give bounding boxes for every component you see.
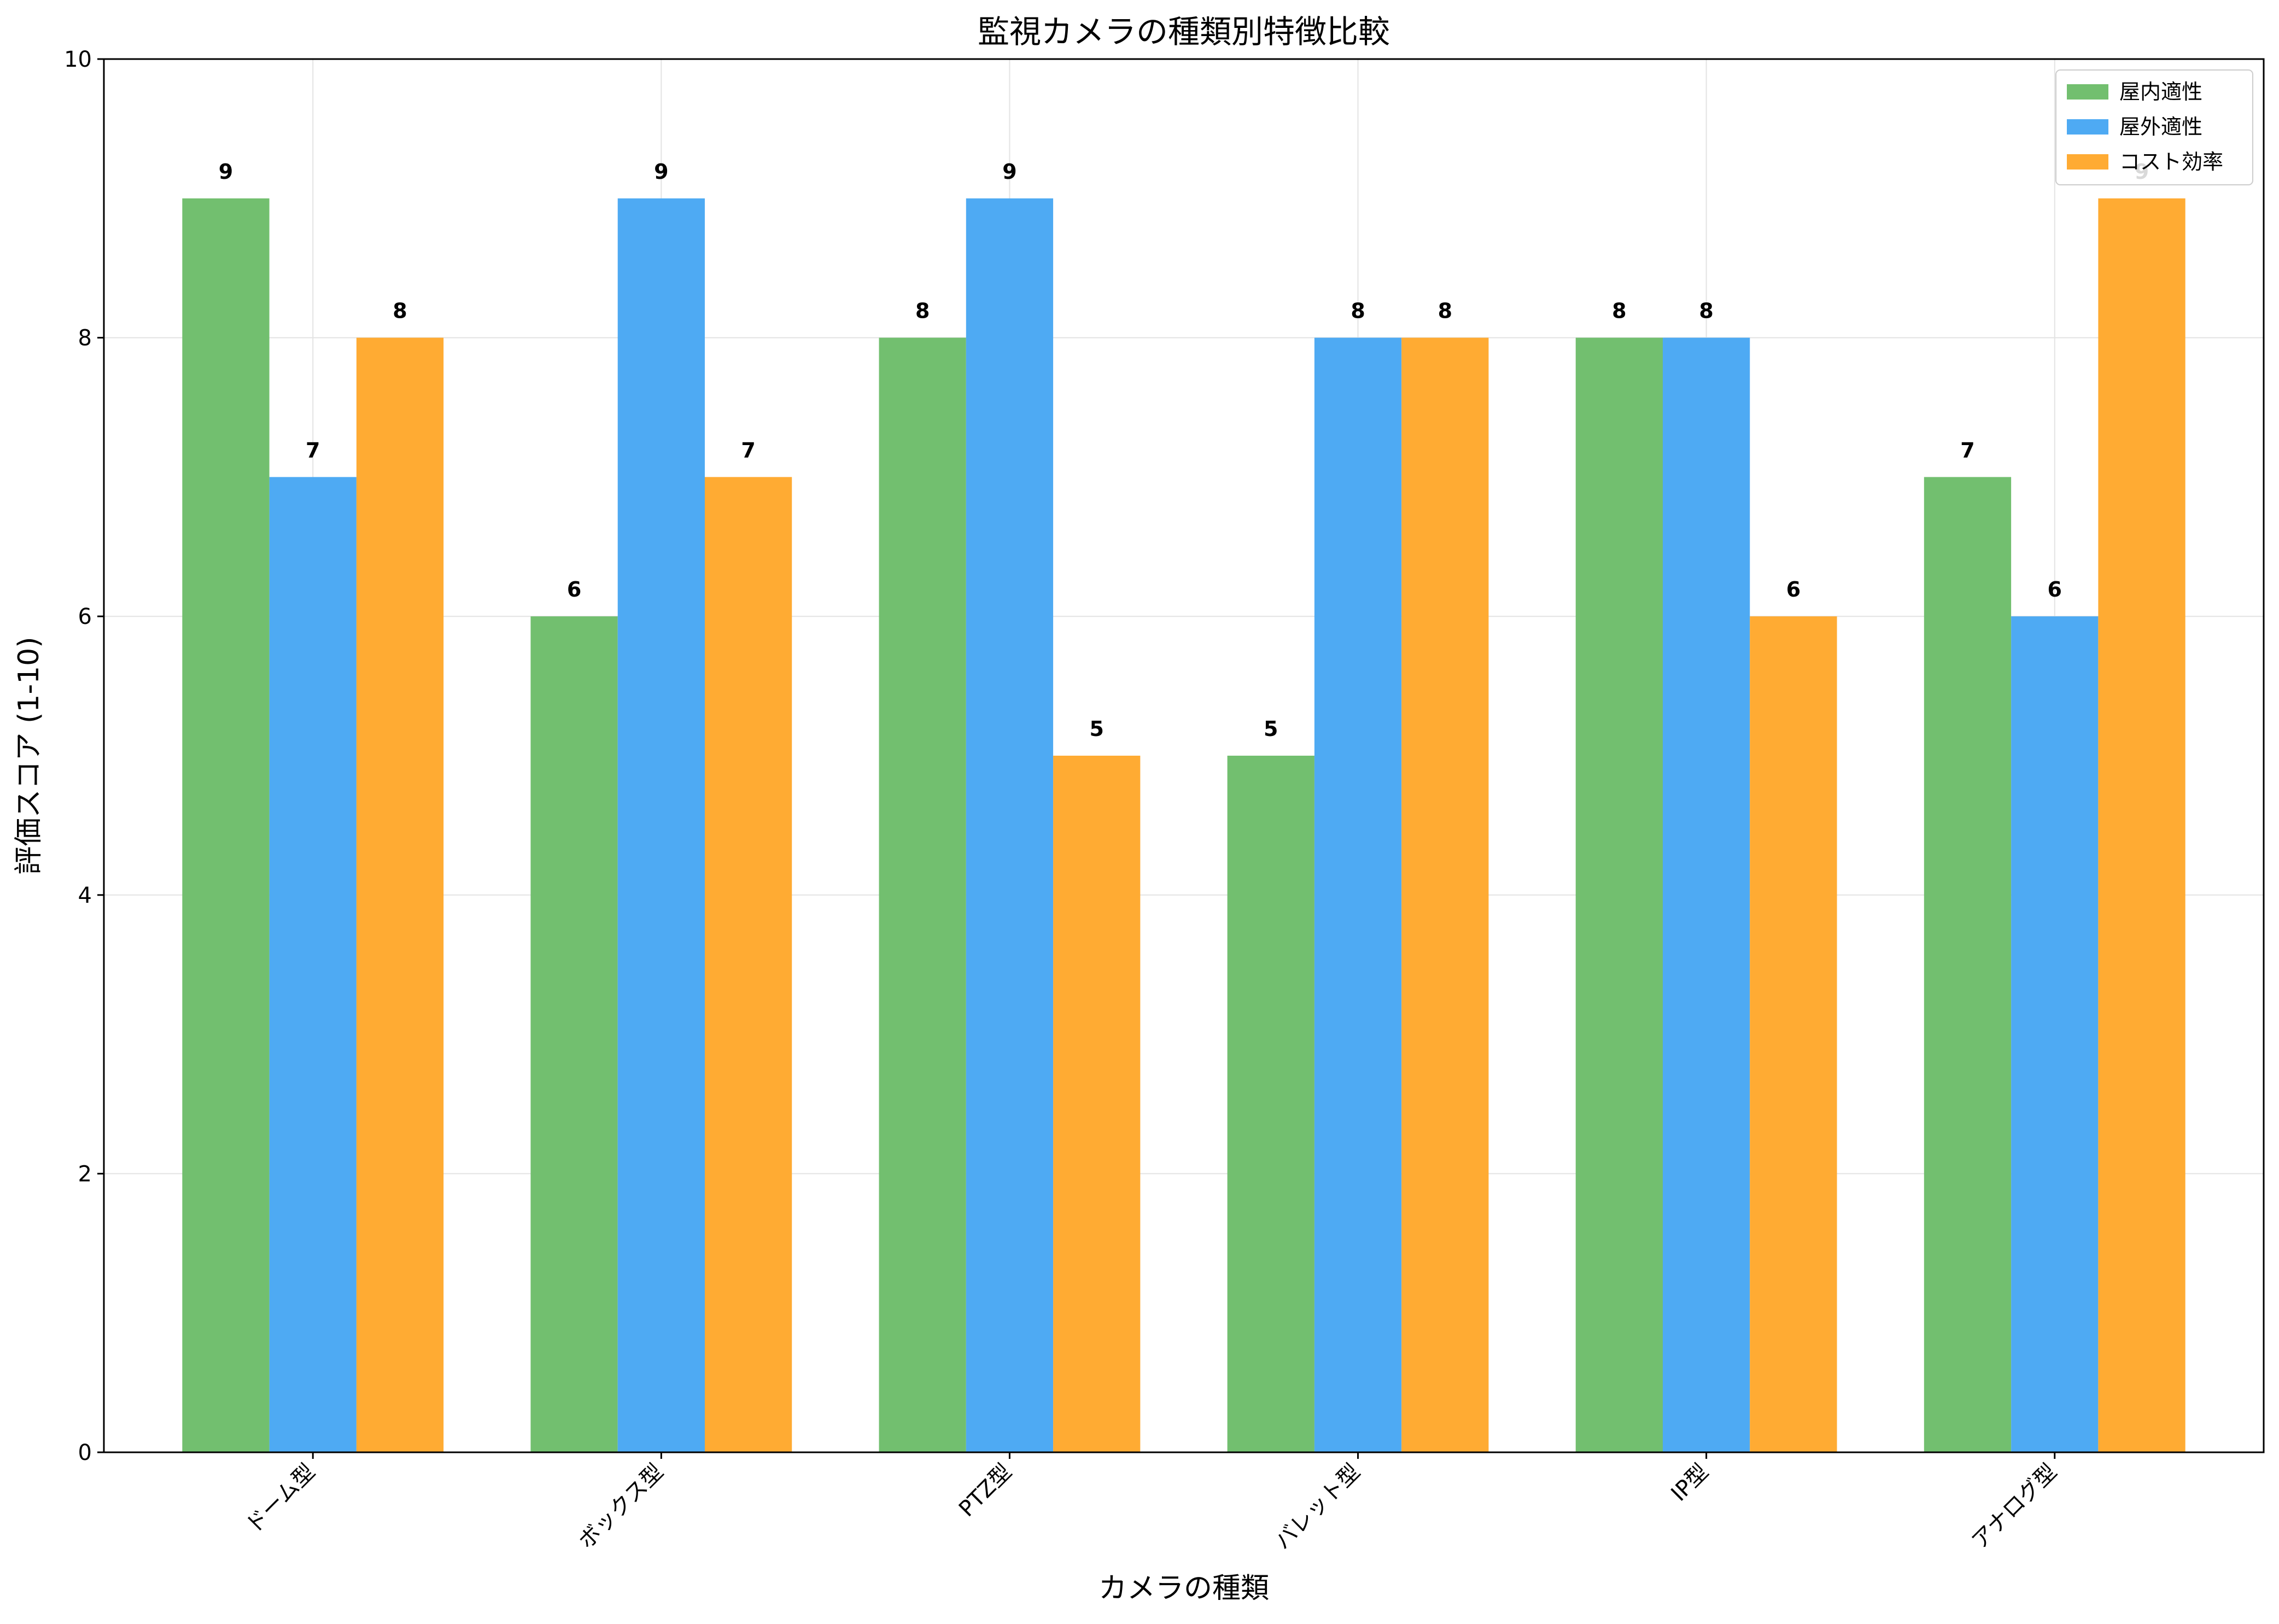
y-tick-label: 6: [78, 604, 92, 629]
plot-frame: [103, 58, 2265, 1453]
bar-value-label: 6: [2048, 577, 2062, 601]
y-tick-label: 10: [64, 47, 92, 72]
legend-label: 屋外適性: [2119, 115, 2202, 139]
legend-label: コスト効率: [2119, 150, 2223, 174]
bar-value-label: 5: [1264, 717, 1278, 741]
chart-title: 監視カメラの種類別特徴比較: [978, 13, 1390, 50]
bar-value-label: 8: [1351, 299, 1365, 323]
bar-value-label: 8: [1438, 299, 1452, 323]
value-labels: 968587799886875869: [219, 160, 2149, 741]
bar: [617, 198, 705, 1452]
bar: [1401, 337, 1489, 1452]
bar: [1314, 337, 1402, 1452]
bar: [1924, 477, 2012, 1452]
legend-swatch: [2067, 84, 2108, 100]
bar: [1750, 616, 1837, 1452]
bar: [704, 477, 792, 1452]
y-tick-label: 0: [78, 1440, 92, 1465]
bar-value-label: 5: [1089, 717, 1103, 741]
bar: [2011, 616, 2099, 1452]
bar-value-label: 9: [654, 160, 668, 184]
bar: [879, 337, 966, 1452]
bar-value-label: 7: [1960, 438, 1974, 462]
bar: [182, 198, 270, 1452]
bar-value-label: 8: [393, 299, 407, 323]
bar: [1663, 337, 1750, 1452]
bar-value-label: 6: [1786, 577, 1801, 601]
bar-value-label: 8: [1612, 299, 1626, 323]
bar-value-label: 9: [219, 160, 233, 184]
bar: [1575, 337, 1663, 1452]
y-tick-label: 4: [78, 883, 92, 908]
bar-value-label: 8: [915, 299, 930, 323]
bar: [530, 616, 618, 1452]
legend-swatch: [2067, 119, 2108, 135]
bar: [966, 198, 1054, 1452]
bar-value-label: 8: [1699, 299, 1713, 323]
x-axis-label: カメラの種類: [1098, 1572, 1269, 1605]
y-axis: 0 2 4 6 8 10: [64, 47, 104, 1465]
y-tick-label: 2: [78, 1161, 92, 1187]
legend-swatch: [2067, 154, 2108, 170]
bar: [269, 477, 357, 1452]
bar: [1227, 756, 1314, 1452]
bar-value-label: 9: [1002, 160, 1016, 184]
y-tick-label: 8: [78, 326, 92, 351]
bar: [1053, 756, 1141, 1452]
bar-value-label: 6: [567, 577, 581, 601]
bar-value-label: 7: [741, 438, 755, 462]
bar-value-label: 7: [306, 438, 320, 462]
bar: [2098, 198, 2185, 1452]
bars: [182, 198, 2185, 1452]
legend-label: 屋内適性: [2119, 80, 2202, 104]
bar: [356, 337, 444, 1452]
y-axis-label: 評価スコア (1-10): [13, 636, 45, 874]
